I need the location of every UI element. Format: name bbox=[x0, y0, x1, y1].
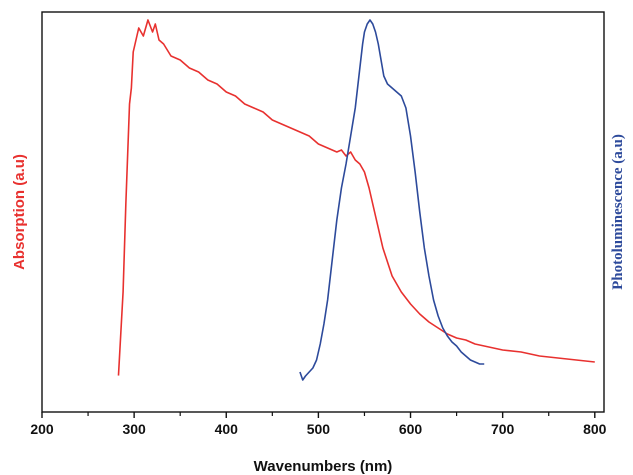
x-tick-label: 200 bbox=[30, 421, 54, 437]
photoluminescence-series-line bbox=[299, 19, 485, 381]
x-tick-label: 400 bbox=[215, 421, 239, 437]
x-axis-title: Wavenumbers (nm) bbox=[254, 458, 393, 475]
x-tick-label: 300 bbox=[122, 421, 146, 437]
x-tick-label: 700 bbox=[491, 421, 515, 437]
x-tick-label: 600 bbox=[399, 421, 423, 437]
x-tick-label: 500 bbox=[307, 421, 331, 437]
absorption-series-line bbox=[117, 19, 595, 376]
right-axis-title: Photoluminescence (a.u) bbox=[610, 134, 626, 290]
x-tick-label: 800 bbox=[583, 421, 607, 437]
series-lines bbox=[117, 19, 595, 381]
x-axis-ticks bbox=[41, 412, 596, 418]
left-axis-title: Absorption (a.u) bbox=[11, 154, 28, 270]
plot-frame bbox=[41, 11, 605, 413]
x-axis-tick-labels: 200 300 400 500 600 700 800 bbox=[30, 421, 606, 437]
